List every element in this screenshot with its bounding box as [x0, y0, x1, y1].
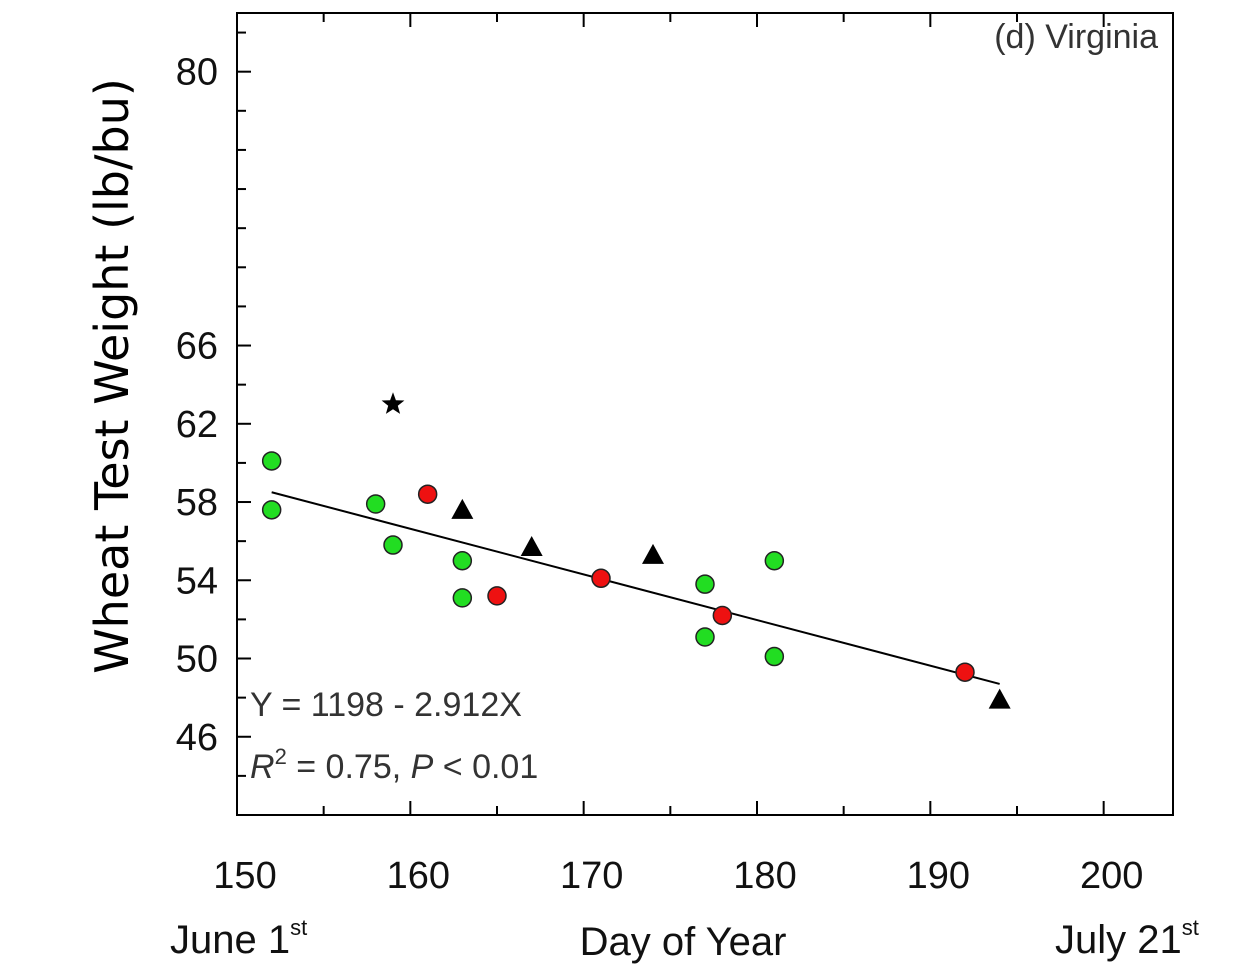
y-axis-title: Wheat Test Weight (lb/bu) [85, 78, 139, 674]
x-tick-label: 170 [560, 855, 623, 897]
data-point [695, 574, 715, 594]
x-tick-label: 200 [1080, 855, 1143, 897]
y-tick-label: 50 [176, 639, 218, 681]
x-tick-label: 160 [387, 855, 450, 897]
data-point [417, 484, 438, 504]
x-tick-label: 150 [213, 855, 276, 897]
data-point [712, 605, 733, 626]
x-axis-ticks [236, 13, 1105, 815]
y-tick-label: 54 [176, 560, 218, 602]
regression-equation: Y = 1198 - 2.912X [250, 686, 522, 724]
regression-line [271, 491, 1000, 685]
y-axis-ticks [237, 31, 251, 777]
data-point [381, 392, 405, 414]
data-point [520, 536, 543, 557]
x-tick-label: 190 [907, 855, 970, 897]
data-points [261, 392, 1011, 709]
data-point [261, 451, 282, 471]
x-tick-labels: 150 160 170 180 190 200 [213, 855, 1143, 897]
y-tick-label: 62 [176, 404, 218, 446]
data-point [452, 550, 473, 571]
x-note-start: June 1st [170, 915, 307, 962]
panel-label: (d) Virginia [994, 18, 1158, 56]
data-point [261, 500, 282, 520]
data-point [955, 662, 975, 682]
data-point [591, 568, 611, 589]
data-point [451, 498, 474, 519]
data-point [764, 550, 785, 571]
regression-stats: R2 = 0.75, P < 0.01 [250, 744, 538, 786]
y-tick-label: 66 [176, 326, 218, 368]
data-point [383, 535, 403, 555]
data-point [487, 586, 507, 606]
y-tick-label: 46 [176, 717, 218, 759]
data-point [764, 646, 785, 667]
data-point [365, 494, 386, 514]
x-note-end: July 21st [1055, 915, 1199, 962]
x-tick-label: 180 [733, 855, 796, 897]
data-point [695, 627, 715, 647]
data-point [642, 543, 664, 564]
y-tick-labels: 46 50 54 58 62 66 80 [176, 52, 218, 759]
data-point [988, 688, 1011, 709]
y-tick-label: 58 [176, 482, 218, 524]
x-axis-title: Day of Year [580, 920, 787, 964]
y-tick-label: 80 [176, 52, 218, 94]
data-point [452, 588, 473, 608]
plot-frame [236, 12, 1174, 816]
